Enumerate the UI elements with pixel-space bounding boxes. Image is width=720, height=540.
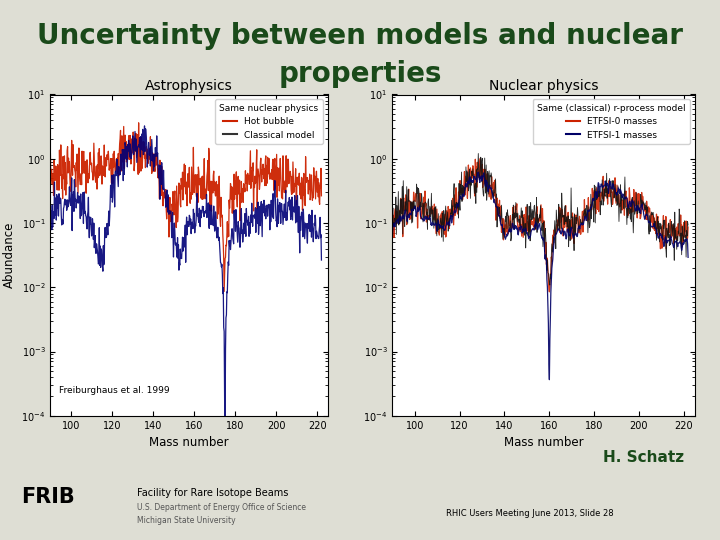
Text: properties: properties (278, 60, 442, 87)
Text: RHIC Users Meeting June 2013, Slide 28: RHIC Users Meeting June 2013, Slide 28 (446, 509, 614, 518)
Text: Freiburghaus et al. 1999: Freiburghaus et al. 1999 (59, 386, 169, 395)
Text: Michigan State University: Michigan State University (137, 516, 235, 525)
Text: FRIB: FRIB (22, 487, 76, 507)
Text: Facility for Rare Isotope Beams: Facility for Rare Isotope Beams (137, 488, 288, 498)
Legend: Hot bubble, Classical model: Hot bubble, Classical model (215, 99, 323, 144)
Y-axis label: Abundance: Abundance (3, 222, 16, 288)
Title: Astrophysics: Astrophysics (145, 79, 233, 93)
Text: H. Schatz: H. Schatz (603, 450, 684, 465)
Text: Uncertainty between models and nuclear: Uncertainty between models and nuclear (37, 22, 683, 50)
Legend: ETFSI-0 masses, ETFSI-1 masses: ETFSI-0 masses, ETFSI-1 masses (533, 99, 690, 144)
X-axis label: Mass number: Mass number (504, 436, 583, 449)
Text: U.S. Department of Energy Office of Science: U.S. Department of Energy Office of Scie… (137, 503, 306, 512)
X-axis label: Mass number: Mass number (149, 436, 229, 449)
Title: Nuclear physics: Nuclear physics (489, 79, 598, 93)
